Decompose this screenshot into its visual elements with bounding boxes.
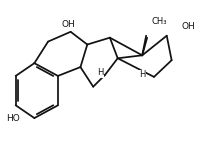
Text: CH₃: CH₃ [151, 17, 166, 26]
Text: H: H [97, 68, 103, 78]
Text: OH: OH [181, 22, 195, 31]
Text: H: H [139, 70, 145, 79]
Text: HO: HO [6, 114, 20, 123]
Text: OH: OH [62, 20, 76, 29]
